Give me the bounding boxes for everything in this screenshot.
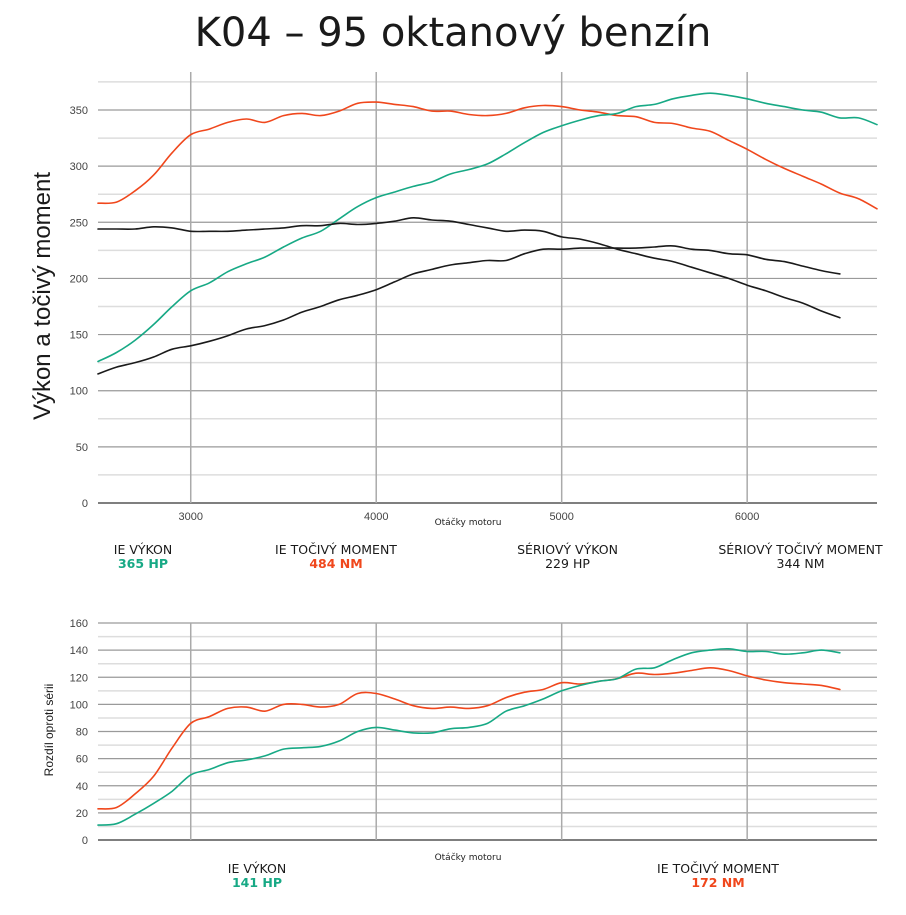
top-x-tick-label: 6000 [735,511,759,523]
top-y-tick-label: 250 [70,217,88,229]
top-x-tick-label: 5000 [549,511,573,523]
top-x-axis-title: Otáčky motoru [435,517,502,528]
bottom-y-tick-label: 160 [70,618,88,630]
top-series-ie-tocivy-moment-line [97,101,878,210]
legend-label: IE TOČIVÝ MOMENT [657,861,779,876]
bottom-legend-ie-torque: IE TOČIVÝ MOMENT 172 NM [638,862,798,890]
bottom-y-tick-label: 40 [76,781,88,793]
top-legend-ie-power: IE VÝKON 365 HP [88,543,198,571]
top-y-tick-label: 50 [76,442,88,454]
chart-title: K04 – 95 oktanový benzín [194,10,712,56]
bottom-series-ie-vykon-rozdil-line [97,647,841,826]
legend-label: SÉRIOVÝ TOČIVÝ MOMENT [718,542,883,557]
top-legend-stock-torque: SÉRIOVÝ TOČIVÝ MOMENT 344 NM [708,543,893,571]
legend-label: IE TOČIVÝ MOMENT [275,542,397,557]
legend-label: SÉRIOVÝ VÝKON [517,542,618,557]
top-x-tick-label: 3000 [178,511,202,523]
legend-label: IE VÝKON [113,542,173,557]
bottom-x-axis-title: Otáčky motoru [435,852,502,863]
top-series-seriovy-tocivy-moment-line [97,216,841,319]
bottom-series-ie-tocivy-moment-rozdil-line [97,667,841,810]
top-y-tick-label: 350 [70,105,88,117]
top-y-tick-label: 0 [82,498,88,510]
legend-value: 172 NM [691,875,745,890]
top-x-tick-label: 4000 [364,511,388,523]
legend-value: 229 HP [545,556,590,571]
top-y-tick-label: 200 [70,273,88,285]
bottom-y-tick-label: 120 [70,672,88,684]
bottom-y-tick-label: 20 [76,808,88,820]
legend-value: 365 HP [117,556,169,571]
legend-label: IE VÝKON [227,861,287,876]
legend-value: 344 NM [776,556,825,571]
top-legend-ie-torque: IE TOČIVÝ MOMENT 484 NM [256,543,416,571]
top-series-seriovy-vykon-line [97,245,841,375]
top-legend-stock-power: SÉRIOVÝ VÝKON 229 HP [495,543,640,571]
bottom-y-tick-label: 80 [76,727,88,739]
bottom-legend-ie-power: IE VÝKON 141 HP [202,862,312,890]
bottom-y-tick-label: 100 [70,699,88,711]
legend-value: 484 NM [309,556,363,571]
bottom-y-tick-label: 0 [82,835,88,847]
bottom-y-tick-label: 60 [76,754,88,766]
top-y-tick-label: 150 [70,330,88,342]
top-series-ie-vykon-line [97,92,878,363]
top-y-tick-label: 300 [70,161,88,173]
legend-value: 141 HP [231,875,283,890]
bottom-y-tick-label: 140 [70,645,88,657]
top-y-tick-label: 100 [70,386,88,398]
